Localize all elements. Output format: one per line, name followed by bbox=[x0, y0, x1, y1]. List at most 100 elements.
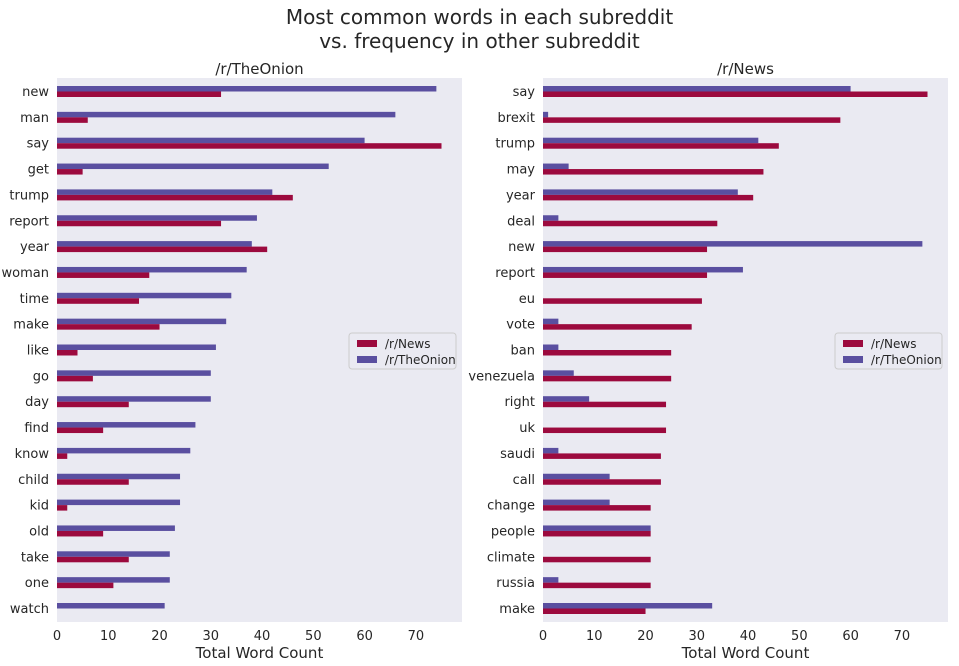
bar-theonion-kid bbox=[57, 499, 181, 506]
category-label-time: time bbox=[20, 292, 49, 307]
bar-news-eu bbox=[543, 298, 702, 304]
bar-theonion-old bbox=[57, 525, 175, 531]
bar-news-change bbox=[543, 505, 651, 511]
bar-theonion-time bbox=[57, 292, 232, 299]
bar-theonion-change bbox=[543, 499, 610, 506]
category-label-new: new bbox=[508, 240, 535, 255]
category-label-kid: kid bbox=[30, 499, 49, 514]
bar-news-report bbox=[543, 272, 708, 278]
bar-theonion-say bbox=[543, 86, 851, 92]
x-tick-label-50: 50 bbox=[305, 629, 322, 644]
category-label-vote: vote bbox=[506, 318, 535, 333]
bar-news-new bbox=[543, 246, 708, 253]
bar-news-venezuela bbox=[543, 375, 672, 382]
panel-title-1: /r/TheOnion bbox=[215, 60, 303, 78]
bar-theonion-saudi bbox=[543, 447, 559, 454]
category-label-say: say bbox=[513, 85, 536, 100]
bar-theonion-may bbox=[543, 163, 569, 170]
category-label-trump: trump bbox=[9, 188, 49, 203]
bar-theonion-make bbox=[57, 318, 227, 325]
bar-theonion-trump bbox=[57, 189, 273, 195]
bar-news-man bbox=[57, 117, 88, 123]
bar-news-kid bbox=[57, 505, 68, 511]
bar-theonion-vote bbox=[543, 318, 559, 325]
bar-theonion-day bbox=[57, 396, 211, 402]
bar-theonion-report bbox=[543, 266, 743, 273]
bar-theonion-make bbox=[543, 603, 713, 609]
bar-news-right bbox=[543, 401, 667, 408]
legend-swatch-news bbox=[357, 340, 377, 347]
category-label-report: report bbox=[495, 266, 535, 281]
bar-theonion-woman bbox=[57, 266, 247, 273]
x-tick-label-40: 40 bbox=[740, 629, 757, 644]
category-label-find: find bbox=[24, 421, 49, 436]
x-tick-label-0: 0 bbox=[53, 629, 61, 644]
bar-news-russia bbox=[543, 582, 651, 589]
bar-news-report bbox=[57, 220, 222, 227]
panel-title-2: /r/News bbox=[717, 60, 774, 78]
bar-theonion-year bbox=[543, 189, 738, 195]
category-label-woman: woman bbox=[2, 266, 49, 281]
bar-theonion-russia bbox=[543, 577, 559, 583]
x-tick-label-20: 20 bbox=[151, 629, 168, 644]
category-label-make: make bbox=[499, 602, 535, 617]
x-axis-label-2: Total Word Count bbox=[681, 644, 810, 662]
category-label-get: get bbox=[28, 163, 49, 178]
x-tick-label-70: 70 bbox=[408, 629, 425, 644]
bar-news-old bbox=[57, 530, 104, 537]
bar-theonion-brexit bbox=[543, 111, 549, 118]
category-label-man: man bbox=[20, 111, 49, 126]
figure-title-line-1: Most common words in each subreddit bbox=[285, 5, 674, 29]
bar-theonion-report bbox=[57, 215, 257, 221]
x-tick-label-60: 60 bbox=[842, 629, 859, 644]
category-label-climate: climate bbox=[487, 550, 535, 565]
category-label-call: call bbox=[513, 473, 535, 488]
category-label-old: old bbox=[29, 524, 49, 539]
legend-swatch-theonion bbox=[357, 356, 377, 363]
x-axis-label-1: Total Word Count bbox=[195, 644, 324, 662]
x-tick-label-0: 0 bbox=[539, 629, 547, 644]
category-label-venezuela: venezuela bbox=[468, 369, 535, 384]
bar-theonion-like bbox=[57, 344, 216, 350]
bar-theonion-deal bbox=[543, 215, 559, 221]
bar-news-deal bbox=[543, 220, 718, 227]
bar-news-woman bbox=[57, 272, 150, 278]
bar-theonion-know bbox=[57, 447, 191, 454]
legend-label-theonion: /r/TheOnion bbox=[871, 353, 942, 367]
bar-theonion-find bbox=[57, 422, 196, 428]
bar-news-get bbox=[57, 169, 83, 175]
category-label-trump: trump bbox=[495, 137, 535, 152]
category-label-saudi: saudi bbox=[500, 447, 535, 462]
category-label-year: year bbox=[20, 240, 50, 255]
legend-label-theonion: /r/TheOnion bbox=[385, 353, 456, 367]
category-label-day: day bbox=[25, 395, 49, 410]
x-tick-label-40: 40 bbox=[254, 629, 271, 644]
x-tick-label-10: 10 bbox=[586, 629, 603, 644]
bar-news-go bbox=[57, 375, 93, 382]
category-label-watch: watch bbox=[10, 602, 49, 617]
category-label-child: child bbox=[18, 473, 49, 488]
bar-theonion-new bbox=[57, 86, 437, 92]
bar-news-make bbox=[57, 324, 160, 330]
bar-news-call bbox=[543, 479, 661, 485]
category-label-say: say bbox=[27, 137, 50, 152]
bar-news-find bbox=[57, 427, 104, 434]
x-tick-label-10: 10 bbox=[100, 629, 117, 644]
category-label-people: people bbox=[491, 524, 535, 539]
bar-news-say bbox=[57, 143, 442, 149]
bar-news-one bbox=[57, 582, 114, 589]
bar-theonion-trump bbox=[543, 137, 759, 144]
bar-news-vote bbox=[543, 324, 692, 330]
x-tick-label-20: 20 bbox=[637, 629, 654, 644]
bar-news-time bbox=[57, 298, 140, 304]
legend-swatch-theonion bbox=[843, 356, 863, 363]
bar-news-trump bbox=[57, 194, 293, 201]
bar-news-brexit bbox=[543, 117, 841, 123]
category-label-may: may bbox=[507, 163, 536, 178]
bar-news-year bbox=[57, 246, 268, 253]
bar-news-child bbox=[57, 479, 129, 485]
bar-theonion-take bbox=[57, 551, 170, 557]
x-tick-label-70: 70 bbox=[894, 629, 911, 644]
bar-news-may bbox=[543, 169, 764, 175]
